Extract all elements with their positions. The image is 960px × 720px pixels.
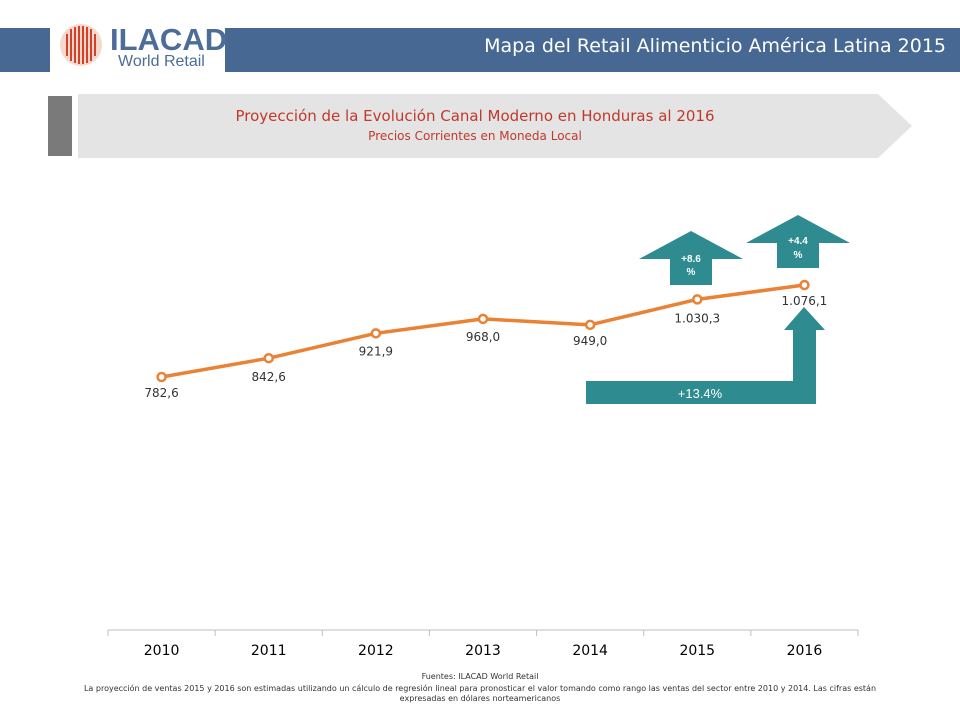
growth-arrow-total (586, 307, 825, 404)
data-label: 1.076,1 (782, 294, 828, 308)
data-label: 1.030,3 (674, 311, 720, 325)
data-point (584, 319, 596, 331)
x-tick-label: 2010 (144, 643, 180, 659)
data-label: 842,6 (252, 370, 286, 384)
data-point (692, 294, 703, 305)
data-label: 949,0 (573, 334, 607, 348)
growth-arrow-2016 (746, 215, 850, 268)
x-tick-label: 2011 (251, 643, 287, 659)
data-point (263, 352, 274, 364)
growth-arrow-2015 (639, 231, 743, 285)
x-tick-label: 2013 (465, 643, 501, 659)
annotation-label: +8.6 (681, 254, 701, 265)
banner-arrow-shape (78, 94, 912, 158)
x-tick-label: 2014 (572, 643, 608, 659)
data-label: 968,0 (466, 330, 500, 344)
annotation-label: % (794, 250, 803, 261)
chart-subtitle: Precios Corrientes en Moneda Local (368, 129, 582, 143)
x-tick-label: 2015 (679, 643, 715, 659)
footer-note: La proyección de ventas 2015 y 2016 son … (83, 684, 877, 703)
chart-title: Proyección de la Evolución Canal Moderno… (235, 107, 715, 125)
logo-sub-text: World Retail (118, 53, 205, 70)
data-point (477, 313, 489, 325)
data-label: 921,9 (359, 344, 393, 358)
logo-mark-icon (60, 24, 102, 66)
data-point (370, 328, 382, 339)
x-tick-label: 2012 (358, 643, 394, 659)
footer-source: Fuentes: ILACAD World Retail (421, 672, 539, 681)
data-label: 782,6 (144, 386, 178, 400)
data-point (156, 371, 167, 383)
page-title: Mapa del Retail Alimenticio América Lati… (484, 35, 946, 57)
annotation-label: +13.4% (678, 386, 723, 401)
annotation-label: +4.4 (788, 236, 808, 247)
banner-marker (48, 96, 72, 156)
data-point (799, 279, 810, 291)
annotation-label: % (687, 267, 696, 278)
x-tick-label: 2016 (787, 643, 823, 659)
logo-main-text: ILACAD (110, 22, 228, 57)
